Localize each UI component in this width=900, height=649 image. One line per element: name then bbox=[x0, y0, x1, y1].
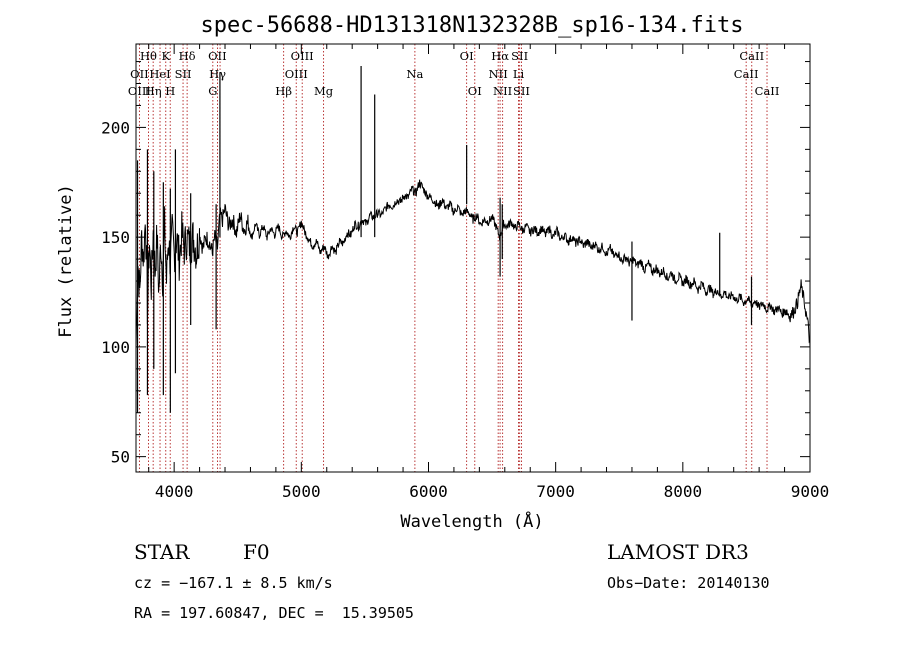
line-label-15: NII bbox=[489, 67, 508, 81]
x-tick-label-7000: 7000 bbox=[536, 482, 575, 501]
y-axis: 50 100 150 200 bbox=[101, 61, 810, 467]
line-label-22: Hβ bbox=[275, 84, 292, 98]
line-label-20: H bbox=[165, 84, 175, 98]
line-label-5: OI bbox=[460, 49, 474, 63]
y-tick-label-150: 150 bbox=[101, 228, 130, 247]
line-label-27: CaII bbox=[755, 84, 780, 98]
line-label-16: Li bbox=[513, 67, 525, 81]
line-label-3: OII bbox=[208, 49, 227, 63]
y-tick-label-200: 200 bbox=[101, 118, 130, 137]
line-label-23: Mg bbox=[314, 84, 334, 98]
chart-title: spec-56688-HD131318N132328B_sp16-134.fit… bbox=[200, 13, 743, 38]
y-tick-label-50: 50 bbox=[111, 448, 130, 467]
x-tick-label-8000: 8000 bbox=[664, 482, 703, 501]
line-label-7: SII bbox=[511, 49, 528, 63]
subclass: F0 bbox=[243, 540, 270, 564]
spectrum-chart: spec-56688-HD131318N132328B_sp16-134.fit… bbox=[56, 13, 830, 532]
spectrum-spikes bbox=[136, 65, 753, 413]
x-tick-label-5000: 5000 bbox=[282, 482, 321, 501]
spectrum-series bbox=[135, 179, 811, 348]
line-label-25: NII bbox=[493, 84, 512, 98]
object-type: STAR bbox=[134, 540, 190, 564]
line-label-0: Hθ bbox=[140, 49, 157, 63]
line-label-17: CaII bbox=[734, 67, 759, 81]
coordinates: RA = 197.60847, DEC = 15.39505 bbox=[134, 604, 414, 622]
y-axis-label: Flux (relative) bbox=[56, 184, 76, 338]
y-tick-label-100: 100 bbox=[101, 338, 130, 357]
x-tick-label-4000: 4000 bbox=[155, 482, 194, 501]
x-tick-label-9000: 9000 bbox=[791, 482, 830, 501]
line-label-8: CaII bbox=[739, 49, 764, 63]
reference-lines bbox=[138, 44, 768, 472]
line-label-24: OI bbox=[468, 84, 482, 98]
redshift-cz: cz = −167.1 ± 8.5 km/s bbox=[134, 574, 333, 592]
x-axis-label: Wavelength (Å) bbox=[400, 510, 543, 532]
line-label-9: OII bbox=[130, 67, 149, 81]
line-label-19: Hη bbox=[145, 84, 162, 98]
line-label-18: OIII bbox=[128, 84, 151, 98]
line-label-2: Hδ bbox=[179, 49, 196, 63]
line-label-14: Na bbox=[406, 67, 423, 81]
line-label-4: OIII bbox=[291, 49, 314, 63]
plot-frame bbox=[135, 43, 811, 473]
x-axis: 4000 5000 6000 7000 8000 9000 bbox=[148, 44, 830, 501]
survey-name: LAMOST DR3 bbox=[607, 540, 749, 564]
line-label-1: K bbox=[161, 49, 170, 63]
line-label-13: OIII bbox=[285, 67, 308, 81]
line-label-6: Hα bbox=[491, 49, 509, 63]
x-tick-label-6000: 6000 bbox=[409, 482, 448, 501]
obs-date: Obs−Date: 20140130 bbox=[607, 574, 770, 592]
line-label-10: HeI bbox=[149, 67, 170, 81]
line-label-21: G bbox=[208, 84, 217, 98]
line-label-12: Hγ bbox=[209, 67, 226, 81]
line-label-26: SII bbox=[513, 84, 530, 98]
line-label-11: SII bbox=[175, 67, 192, 81]
